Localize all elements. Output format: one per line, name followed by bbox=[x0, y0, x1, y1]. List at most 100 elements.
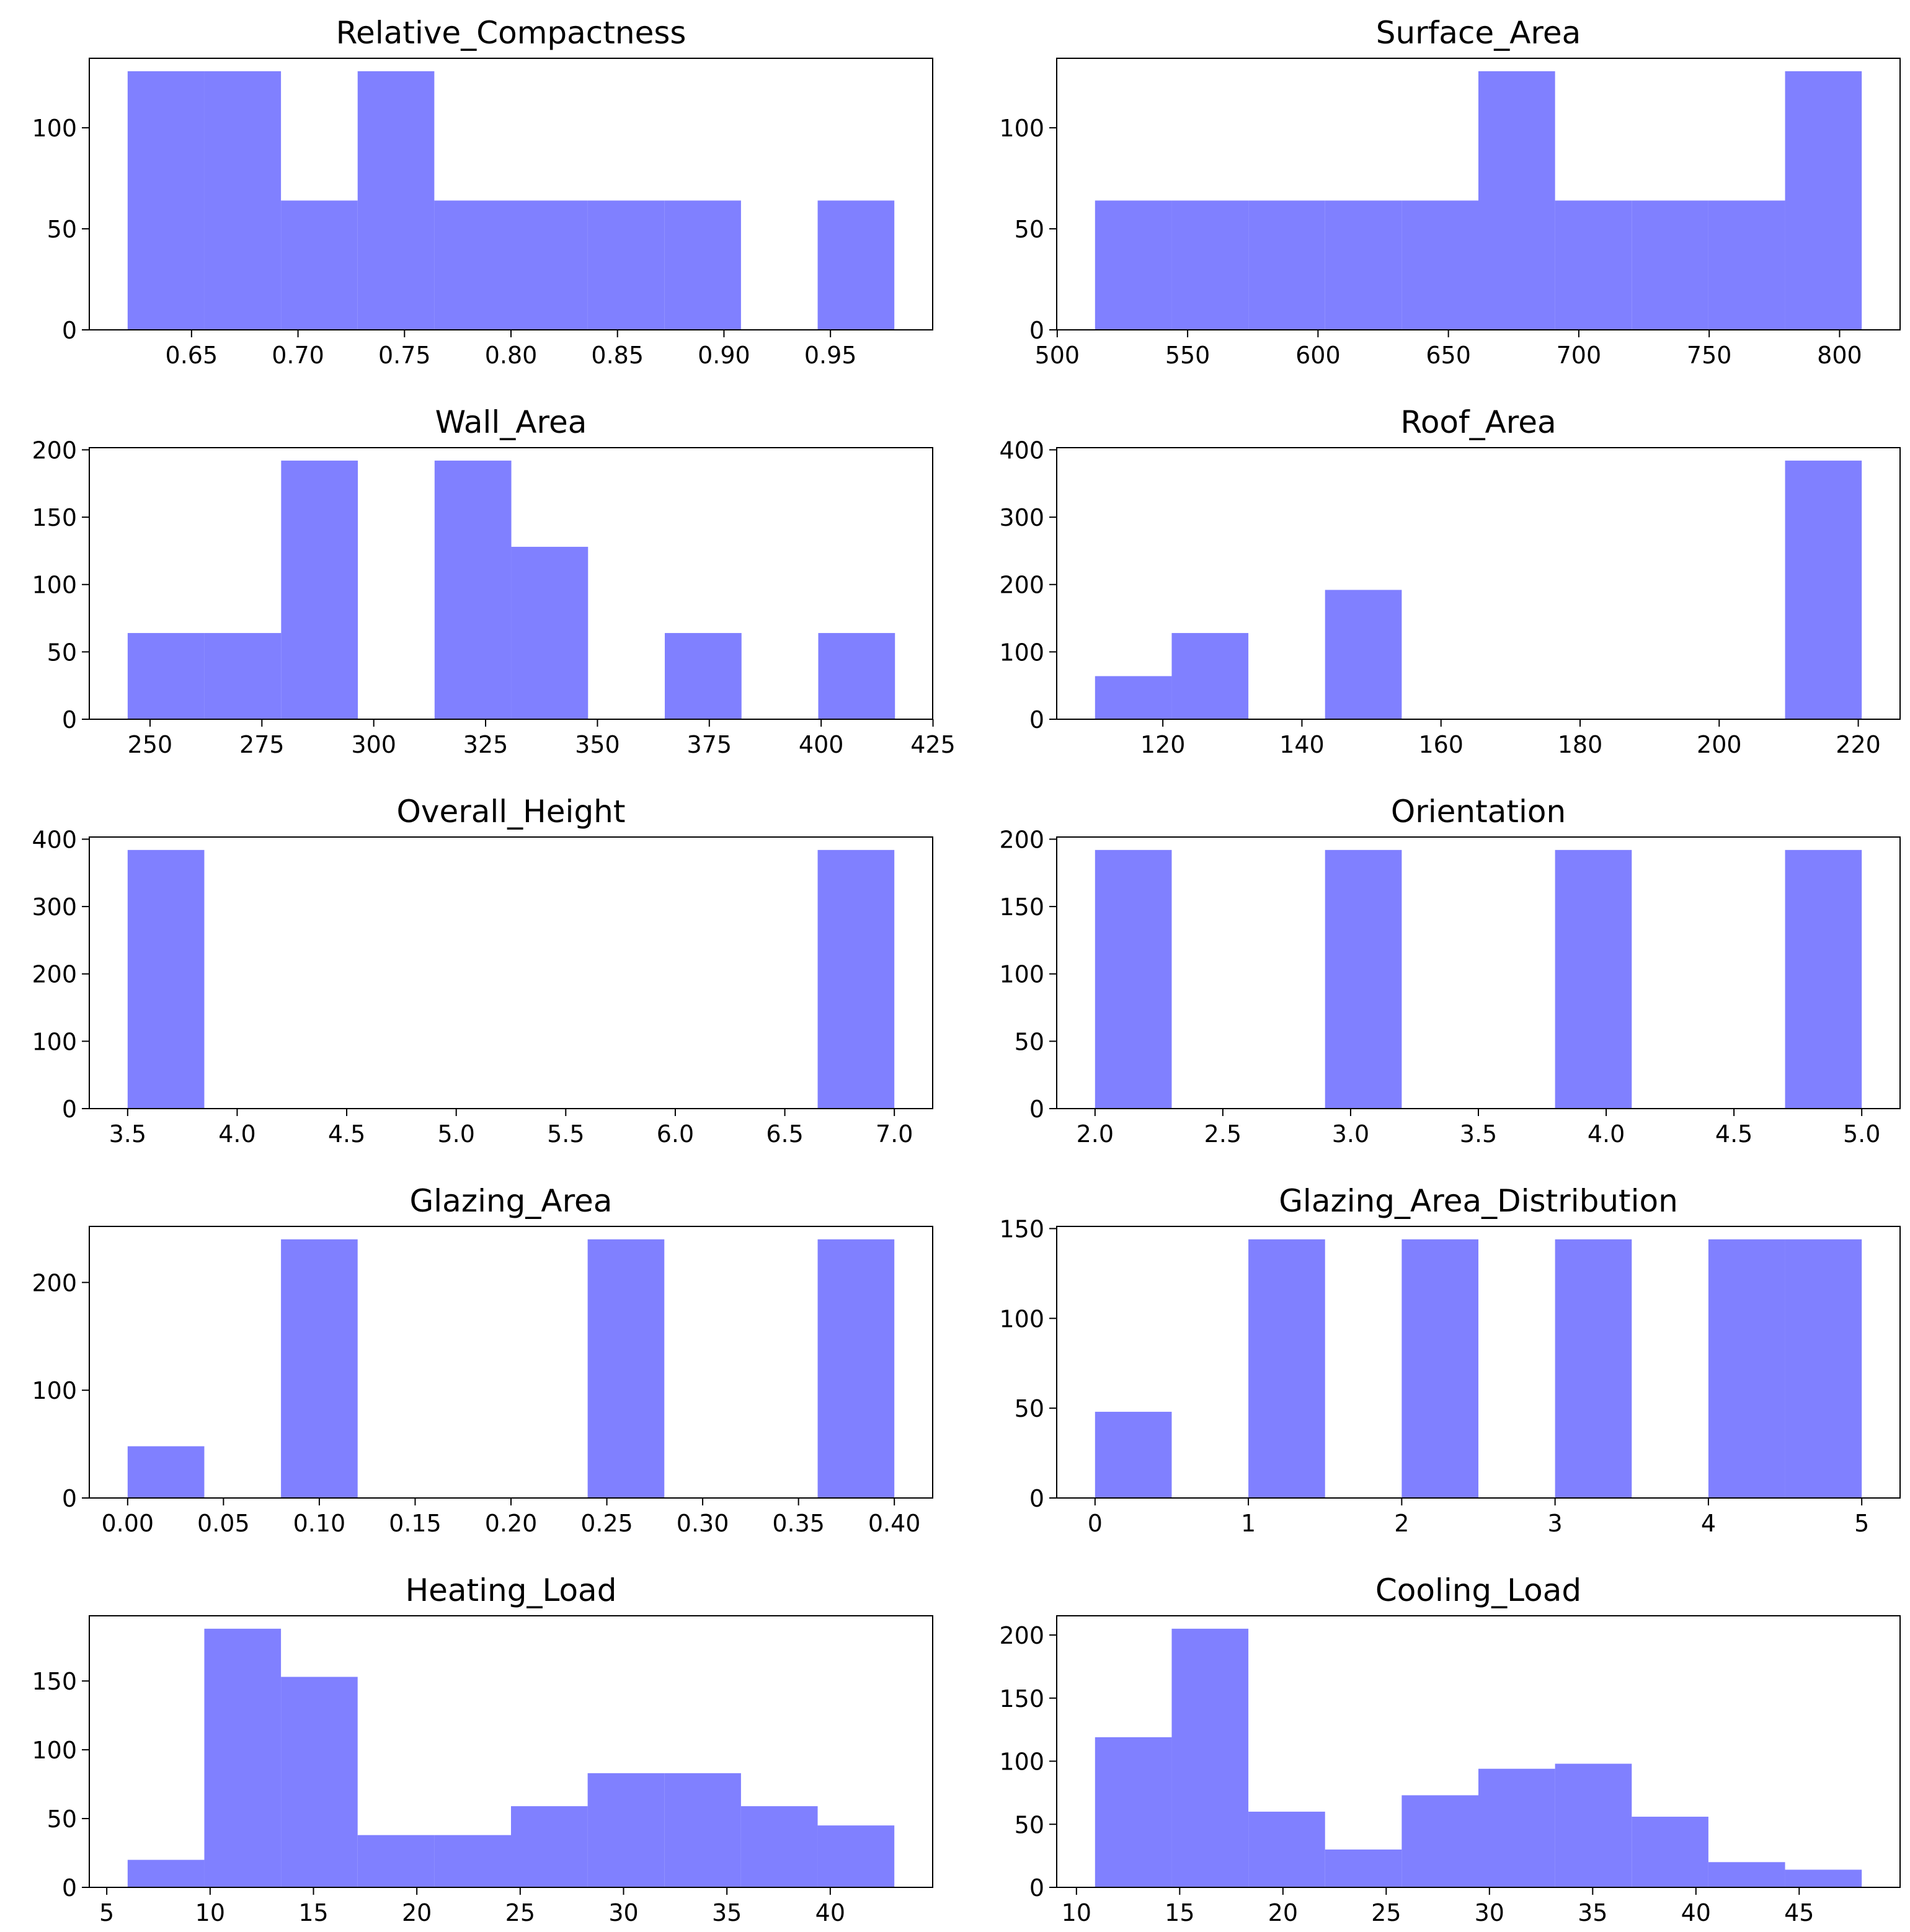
x-tick-label: 0.35 bbox=[772, 1510, 825, 1537]
x-tick-label: 20 bbox=[1268, 1899, 1298, 1926]
bar bbox=[1095, 676, 1172, 719]
y-tick-label: 100 bbox=[32, 1028, 77, 1055]
x-tick-label: 0.95 bbox=[804, 342, 857, 369]
x-tick-label: 0.65 bbox=[166, 342, 218, 369]
x-tick-label: 1 bbox=[1241, 1510, 1256, 1537]
bar bbox=[1325, 590, 1402, 719]
y-tick-label: 50 bbox=[47, 639, 77, 666]
y-tick-label: 150 bbox=[999, 1215, 1044, 1243]
y-tick-label: 0 bbox=[1029, 1485, 1044, 1512]
x-tick-label: 650 bbox=[1426, 342, 1471, 369]
y-tick-label: 0 bbox=[1029, 1096, 1044, 1123]
y-tick-label: 200 bbox=[32, 1269, 77, 1296]
y-tick-label: 100 bbox=[32, 1737, 77, 1764]
bar bbox=[281, 460, 358, 719]
bar bbox=[1171, 1628, 1249, 1887]
x-tick-label: 0.70 bbox=[272, 342, 324, 369]
x-tick-label: 10 bbox=[1062, 1899, 1091, 1926]
bar bbox=[1555, 1239, 1632, 1498]
bar bbox=[740, 1806, 818, 1887]
y-tick-label: 50 bbox=[1015, 1395, 1044, 1422]
bar bbox=[357, 71, 435, 330]
x-tick-label: 200 bbox=[1697, 731, 1742, 758]
axes-frame bbox=[89, 1615, 933, 1888]
bar bbox=[357, 1835, 435, 1887]
bar bbox=[281, 1677, 358, 1887]
bar bbox=[817, 1239, 895, 1498]
x-tick-label: 15 bbox=[1165, 1899, 1194, 1926]
axes-frame bbox=[89, 836, 933, 1109]
bar bbox=[817, 849, 895, 1109]
x-tick-label: 3 bbox=[1548, 1510, 1563, 1537]
x-tick-label: 500 bbox=[1035, 342, 1080, 369]
bar bbox=[1555, 849, 1632, 1109]
bar bbox=[1401, 1239, 1478, 1498]
y-tick-label: 150 bbox=[32, 504, 77, 531]
x-tick-label: 0.05 bbox=[197, 1510, 250, 1537]
x-tick-label: 2 bbox=[1394, 1510, 1409, 1537]
y-tick-label: 100 bbox=[999, 115, 1044, 142]
bar bbox=[1708, 200, 1785, 330]
bar bbox=[511, 200, 588, 330]
y-tick-label: 0 bbox=[1029, 706, 1044, 733]
x-tick-label: 0.85 bbox=[591, 342, 644, 369]
x-tick-label: 5.5 bbox=[547, 1120, 584, 1148]
x-tick-label: 275 bbox=[239, 731, 285, 758]
y-tick-label: 100 bbox=[999, 961, 1044, 988]
x-tick-label: 10 bbox=[195, 1899, 225, 1926]
bar bbox=[587, 1773, 665, 1887]
y-tick-label: 0 bbox=[62, 1874, 77, 1902]
y-tick-label: 0 bbox=[62, 1096, 77, 1123]
y-tick-label: 0 bbox=[1029, 317, 1044, 344]
y-tick-label: 150 bbox=[999, 1685, 1044, 1713]
y-tick-label: 400 bbox=[32, 826, 77, 853]
chart-title: Glazing_Area bbox=[410, 1183, 613, 1219]
bar bbox=[1401, 1795, 1478, 1887]
bar bbox=[1555, 200, 1632, 330]
x-tick-label: 30 bbox=[1475, 1899, 1504, 1926]
bar bbox=[1171, 200, 1249, 330]
bar bbox=[1785, 460, 1862, 719]
x-tick-label: 0.00 bbox=[102, 1510, 154, 1537]
x-tick-label: 40 bbox=[1681, 1899, 1711, 1926]
bar bbox=[204, 71, 282, 330]
bar bbox=[1785, 71, 1862, 330]
y-tick-label: 50 bbox=[1015, 1811, 1044, 1838]
bar bbox=[1095, 1411, 1172, 1498]
bar bbox=[281, 200, 358, 330]
x-tick-label: 700 bbox=[1557, 342, 1602, 369]
bar bbox=[1632, 1817, 1708, 1887]
bar bbox=[1708, 1239, 1785, 1498]
y-tick-label: 300 bbox=[32, 893, 77, 921]
bar bbox=[1171, 632, 1249, 719]
y-tick-label: 0 bbox=[62, 317, 77, 344]
bar bbox=[511, 1806, 588, 1887]
x-tick-label: 15 bbox=[298, 1899, 328, 1926]
y-tick-label: 100 bbox=[32, 115, 77, 142]
bar bbox=[204, 1628, 282, 1887]
bar bbox=[127, 1446, 205, 1498]
x-tick-label: 325 bbox=[463, 731, 509, 758]
chart-title: Heating_Load bbox=[406, 1572, 617, 1608]
y-tick-label: 200 bbox=[32, 436, 77, 464]
x-tick-label: 0.30 bbox=[677, 1510, 729, 1537]
bar bbox=[587, 200, 665, 330]
axes-frame bbox=[89, 447, 933, 720]
x-tick-label: 3.5 bbox=[1460, 1120, 1497, 1148]
x-tick-label: 3.5 bbox=[109, 1120, 146, 1148]
x-tick-label: 180 bbox=[1558, 731, 1603, 758]
x-tick-label: 4 bbox=[1701, 1510, 1716, 1537]
y-tick-label: 50 bbox=[47, 216, 77, 243]
x-tick-label: 750 bbox=[1687, 342, 1732, 369]
chart-title: Wall_Area bbox=[435, 404, 587, 440]
bar bbox=[1095, 200, 1172, 330]
axes-frame bbox=[1056, 447, 1901, 720]
x-tick-label: 0.25 bbox=[580, 1510, 633, 1537]
y-tick-label: 100 bbox=[999, 639, 1044, 666]
bar bbox=[818, 632, 895, 719]
x-tick-label: 0.80 bbox=[485, 342, 538, 369]
x-tick-label: 0.15 bbox=[389, 1510, 442, 1537]
x-tick-label: 425 bbox=[910, 731, 956, 758]
x-tick-label: 3.0 bbox=[1332, 1120, 1369, 1148]
